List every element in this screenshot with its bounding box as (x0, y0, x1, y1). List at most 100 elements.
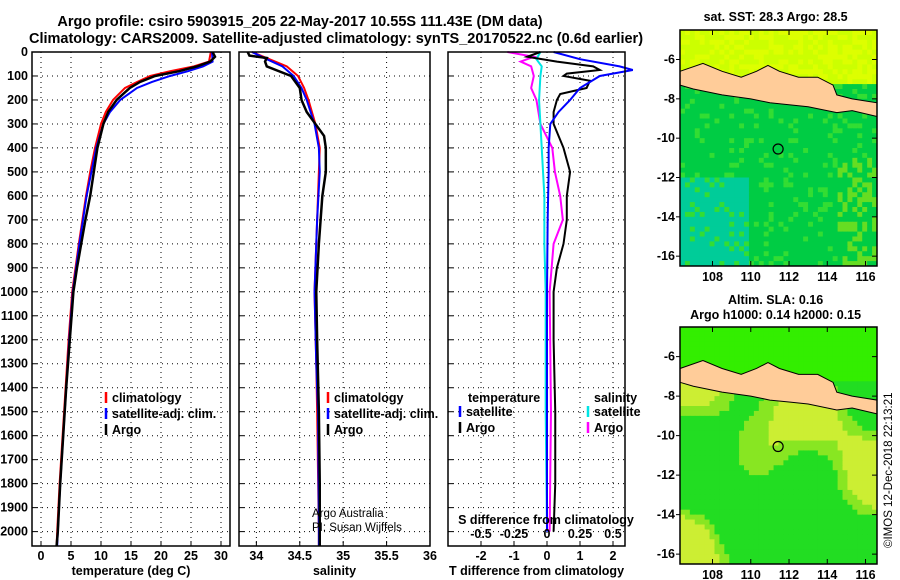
map-cell (837, 381, 844, 387)
map-cell (798, 470, 804, 476)
map-cell (852, 172, 858, 178)
map-cell (719, 34, 725, 41)
map-cell (812, 504, 819, 511)
map-cell (798, 420, 804, 427)
map-cell (832, 192, 839, 198)
y-tick-label: 400 (7, 141, 28, 155)
map-cell (857, 138, 863, 144)
map-cell (704, 509, 711, 516)
map-cell (832, 211, 839, 218)
credit-text: ©IMOS 12-Dec-2018 22:13:21 (883, 392, 895, 548)
map-cell (724, 93, 730, 100)
map-cell (684, 450, 691, 456)
map-cell (680, 231, 686, 237)
map-cell (729, 504, 735, 511)
lon-tick-label: 110 (741, 568, 761, 580)
map-cell (862, 509, 868, 516)
map-cell (753, 118, 760, 124)
map-cell (822, 59, 829, 65)
map-cell (817, 529, 824, 535)
map-cell (832, 221, 839, 228)
map-cell (793, 534, 799, 540)
map-cell (739, 410, 745, 417)
map-cell (680, 152, 686, 159)
map-cell (822, 172, 829, 178)
map-cell (684, 59, 691, 65)
map-cell (689, 108, 696, 115)
map-cell (867, 202, 873, 208)
map-cell (852, 475, 858, 481)
map-cell (773, 39, 779, 46)
map-cell (719, 351, 725, 358)
map-cell (714, 485, 720, 491)
map-cell (744, 396, 750, 402)
map-cell (857, 391, 863, 397)
map-cell (798, 251, 804, 257)
map-cell (709, 401, 715, 407)
map-cell (763, 182, 770, 188)
map-cell (842, 30, 848, 36)
map-cell (812, 216, 819, 223)
map-cell (719, 391, 725, 397)
map-cell (709, 415, 715, 422)
map-cell (808, 415, 814, 422)
map-cell (803, 470, 809, 476)
map-cell (734, 152, 740, 159)
map-cell (758, 211, 765, 218)
map-cell (763, 544, 770, 550)
map-cell (808, 554, 814, 560)
map-cell (758, 401, 765, 407)
map-cell (729, 118, 735, 124)
map-cell (793, 148, 799, 154)
map-cell (793, 494, 799, 501)
map-cell (694, 401, 701, 407)
map-cell (812, 118, 819, 124)
map-cell (842, 69, 848, 75)
map-cell (729, 231, 735, 237)
map-cell (734, 455, 740, 461)
map-cell (788, 361, 794, 367)
map-cell (773, 113, 779, 119)
map-cell (822, 465, 829, 471)
map-cell (827, 544, 834, 550)
map-cell (773, 544, 779, 550)
map-cell (847, 64, 853, 70)
map-cell (798, 39, 804, 46)
map-cell (709, 231, 715, 237)
map-cell (744, 138, 750, 144)
map-cell (827, 148, 834, 154)
map-cell (694, 192, 701, 198)
map-cell (763, 504, 770, 511)
map-cell (812, 519, 819, 525)
map-cell (832, 460, 839, 466)
map-cell (798, 534, 804, 540)
map-cell (798, 64, 804, 70)
map-cell (719, 519, 725, 525)
map-cell (857, 148, 863, 154)
map-cell (699, 356, 706, 363)
map-cell (817, 49, 824, 56)
map-cell (753, 182, 760, 188)
map-cell (837, 410, 844, 417)
map-cell (822, 123, 829, 129)
map-cell (872, 133, 878, 139)
map-cell (744, 420, 750, 427)
map-cell (714, 133, 720, 139)
map-cell (744, 118, 750, 124)
map-cell (793, 216, 799, 223)
map-cell (704, 460, 711, 466)
map-cell (857, 420, 863, 427)
map-cell (689, 514, 696, 521)
map-cell (817, 341, 824, 348)
map-cell (719, 133, 725, 139)
map-cell (748, 231, 755, 237)
map-cell (847, 327, 853, 333)
map-cell (808, 251, 814, 257)
map-cell (684, 167, 691, 174)
map-cell (788, 494, 794, 501)
map-cell (739, 172, 745, 178)
map-cell (680, 54, 686, 60)
map-cell (798, 113, 804, 119)
map-cell (793, 30, 799, 36)
map-cell (689, 499, 696, 506)
